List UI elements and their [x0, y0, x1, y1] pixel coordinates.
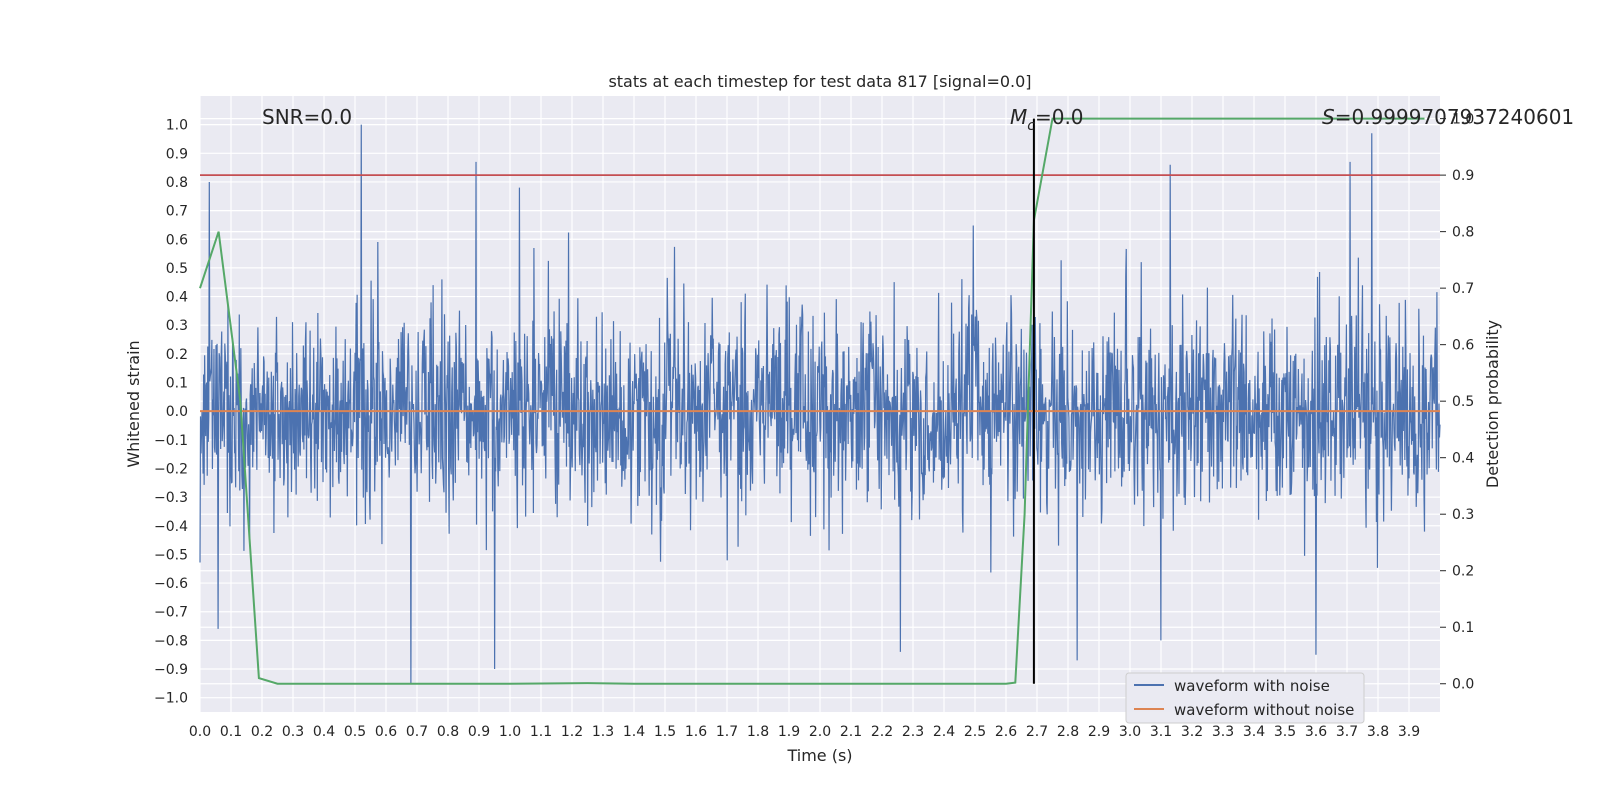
y-tick-label: −0.4	[154, 519, 188, 535]
y-tick-label: 0.3	[166, 318, 188, 334]
mc-annotation: Mc=0.0	[1010, 105, 1084, 134]
x-tick-label: 3.9	[1398, 724, 1420, 740]
x-tick-label: 1.2	[561, 724, 583, 740]
x-tick-label: 0.9	[468, 724, 490, 740]
y-tick-label: −0.3	[154, 490, 188, 506]
y-tick-label: 0.2	[166, 347, 188, 363]
x-tick-label: 1.8	[747, 724, 769, 740]
noise-line	[199, 124, 1441, 684]
y-tick-label: −0.9	[154, 662, 188, 678]
x-tick-label: 1.4	[623, 724, 645, 740]
y-tick-label: 0.7	[166, 204, 188, 220]
x-tick-label: 1.7	[716, 724, 738, 740]
y2-tick-label: 0.3	[1452, 507, 1474, 523]
x-tick-label: 2.8	[1057, 724, 1079, 740]
x-tick-label: 3.8	[1367, 724, 1389, 740]
x-tick-label: 3.3	[1212, 724, 1234, 740]
x-tick-label: 3.2	[1181, 724, 1203, 740]
y2-tick-label: 0.1	[1452, 620, 1474, 636]
y-tick-label: 0.8	[166, 175, 188, 191]
mc-subscript: c	[1027, 118, 1035, 134]
x-tick-label: 1.1	[530, 724, 552, 740]
y-tick-label: 0.6	[166, 232, 188, 248]
legend-label-clean: waveform without noise	[1174, 701, 1354, 719]
x-tick-label: 1.3	[592, 724, 614, 740]
x-tick-label: 0.6	[375, 724, 397, 740]
y-tick-label: −0.6	[154, 576, 188, 592]
legend: waveform with noise waveform without noi…	[1125, 672, 1365, 724]
x-tick-label: 2.6	[995, 724, 1017, 740]
y-tick-label: −0.7	[154, 605, 188, 621]
s-annotation: S=0.9999707937240601	[1322, 105, 1574, 129]
snr-annotation: SNR=0.0	[262, 105, 352, 129]
x-tick-label: 3.1	[1150, 724, 1172, 740]
x-tick-label: 2.5	[964, 724, 986, 740]
x-tick-label: 2.7	[1026, 724, 1048, 740]
series-waveform-with-noise	[199, 124, 1441, 684]
x-tick-label: 3.0	[1119, 724, 1141, 740]
x-tick-label: 3.5	[1274, 724, 1296, 740]
mc-value: =0.0	[1035, 105, 1084, 129]
x-axis-ticks: 0.0 0.1 0.2 0.3 0.4 0.5 0.6 0.7 0.8 0.9 1.0 1.1 1.2 1…	[189, 724, 1420, 740]
y2-tick-label: 0.2	[1452, 564, 1474, 580]
y2-tick-label: 0.4	[1452, 451, 1474, 467]
x-tick-label: 0.0	[189, 724, 211, 740]
y2-tick-label: 0.5	[1452, 394, 1474, 410]
y2-tick-label: 1.0	[1452, 112, 1474, 128]
y2-tick-label: 0.8	[1452, 225, 1474, 241]
y2-tick-label: 0.9	[1452, 168, 1474, 184]
y-tick-label: 0.5	[166, 261, 188, 277]
series-detection-probability	[199, 117, 1425, 685]
x-tick-label: 1.6	[685, 724, 707, 740]
legend-label-noise: waveform with noise	[1174, 677, 1330, 695]
x-tick-label: 0.2	[251, 724, 273, 740]
x-tick-label: 3.7	[1336, 724, 1358, 740]
y-tick-label: 1.0	[166, 118, 188, 134]
x-tick-label: 1.0	[499, 724, 521, 740]
x-tick-label: 3.6	[1305, 724, 1327, 740]
chart-title: stats at each timestep for test data 817…	[608, 72, 1031, 91]
y-tick-label: 0.4	[166, 290, 188, 306]
y-tick-label: 0.0	[166, 404, 188, 420]
y-tick-label: −0.2	[154, 461, 188, 477]
x-tick-label: 2.3	[902, 724, 924, 740]
mc-symbol: M	[1010, 105, 1027, 129]
x-tick-label: 1.5	[654, 724, 676, 740]
x-tick-label: 0.8	[437, 724, 459, 740]
x-tick-label: 0.3	[282, 724, 304, 740]
y-tick-label: 0.1	[166, 376, 188, 392]
x-tick-label: 2.0	[809, 724, 831, 740]
x-tick-label: 2.1	[840, 724, 862, 740]
x-tick-label: 0.7	[406, 724, 428, 740]
x-tick-label: 2.2	[871, 724, 893, 740]
x-axis-label: Time (s)	[786, 746, 852, 765]
y-tick-label: −0.5	[154, 547, 188, 563]
y-tick-label: −0.8	[154, 633, 188, 649]
y-tick-label: 0.9	[166, 146, 188, 162]
legend-box	[1125, 672, 1365, 724]
y-tick-label: −1.0	[154, 691, 188, 707]
x-tick-label: 3.4	[1243, 724, 1265, 740]
y-axis-ticks: 1.0 0.9 0.8 0.7 0.6 0.5 0.4 0.3 0.2 0.1 0.0 −0.1 −0.…	[154, 118, 188, 707]
x-tick-label: 0.1	[220, 724, 242, 740]
y2-axis-label: Detection probability	[1483, 320, 1502, 488]
y2-tick-label: 0.6	[1452, 338, 1474, 354]
x-tick-label: 1.9	[778, 724, 800, 740]
y2-axis-ticks: 1.0 0.9 0.8 0.7 0.6 0.5 0.4 0.3 0.2 0.1 0.0	[1440, 112, 1474, 693]
s-value: =0.9999707937240601	[1335, 105, 1574, 129]
x-tick-label: 0.5	[344, 724, 366, 740]
x-tick-label: 2.9	[1088, 724, 1110, 740]
y2-tick-label: 0.7	[1452, 281, 1474, 297]
y-axis-label: Whitened strain	[124, 340, 143, 467]
probability-line	[199, 117, 1425, 685]
y-tick-label: −0.1	[154, 433, 188, 449]
y2-tick-label: 0.0	[1452, 677, 1474, 693]
s-symbol: S	[1322, 105, 1335, 129]
x-tick-label: 0.4	[313, 724, 335, 740]
x-tick-label: 2.4	[933, 724, 955, 740]
